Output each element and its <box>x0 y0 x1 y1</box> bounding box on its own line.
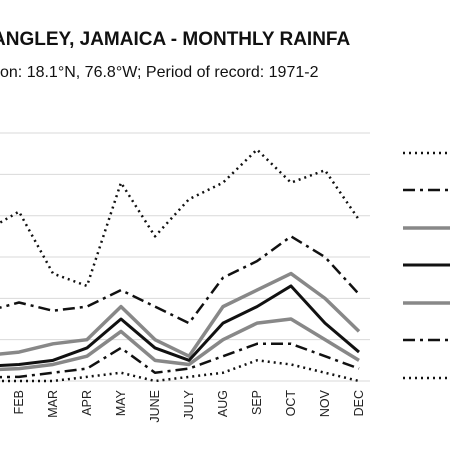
chart-title: ANGLEY, JAMAICA - MONTHLY RAINFA <box>0 29 350 50</box>
series-line-6 <box>0 342 360 379</box>
x-tick-label: SEP <box>250 390 264 415</box>
x-tick-label: JULY <box>182 389 196 419</box>
x-tick-labels: FEB MAR APR MAY JUNE JULY AUG SEP OCT NOV DEC <box>12 389 366 422</box>
x-tick-label: DEC <box>352 390 366 416</box>
series-line-1 <box>0 148 361 288</box>
gridlines <box>0 132 370 382</box>
series-lines <box>0 148 361 383</box>
series-line-3 <box>0 271 361 358</box>
legend <box>403 151 450 380</box>
series-line-2 <box>0 235 360 325</box>
series-line-4 <box>0 284 360 368</box>
chart-subtitle: tion: 18.1°N, 76.8°W; Period of record: … <box>0 64 319 81</box>
x-tick-label: JUNE <box>148 390 162 423</box>
x-tick-label: APR <box>80 390 94 416</box>
x-tick-label: MAY <box>114 389 128 416</box>
x-tick-label: NOV <box>318 389 332 417</box>
x-tick-label: OCT <box>284 390 298 417</box>
series-line-5 <box>0 317 360 372</box>
x-tick-label: FEB <box>12 390 26 414</box>
x-tick-label: AUG <box>216 390 230 417</box>
x-tick-label: MAR <box>46 390 60 418</box>
